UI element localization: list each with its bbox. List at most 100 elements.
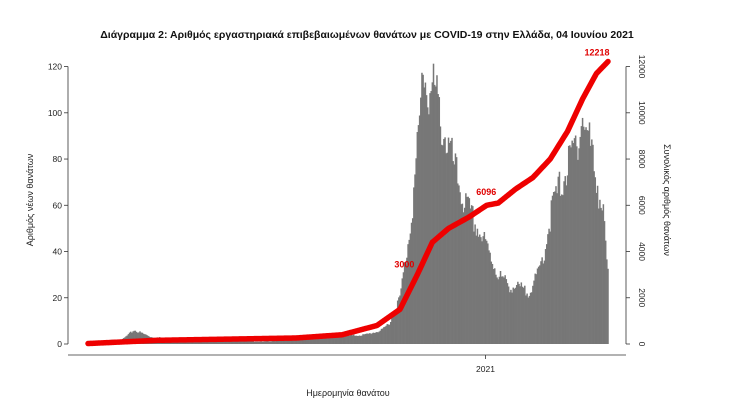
daily-bar bbox=[377, 332, 379, 344]
daily-bar bbox=[341, 336, 343, 344]
daily-bar bbox=[376, 332, 378, 344]
daily-bar bbox=[238, 341, 241, 344]
daily-bar bbox=[249, 341, 251, 344]
y2-tick-label: 10000 bbox=[637, 101, 647, 125]
daily-bar bbox=[133, 330, 135, 344]
daily-bar bbox=[500, 276, 503, 344]
daily-bar bbox=[395, 309, 398, 344]
daily-bar bbox=[206, 340, 208, 344]
daily-bar bbox=[273, 341, 275, 344]
daily-bar bbox=[262, 341, 265, 344]
daily-bar bbox=[220, 340, 222, 344]
daily-bar bbox=[462, 212, 465, 344]
daily-bar bbox=[362, 334, 364, 344]
daily-bar bbox=[527, 297, 530, 344]
daily-bar bbox=[373, 332, 376, 344]
daily-bar bbox=[461, 203, 464, 344]
daily-bar bbox=[295, 338, 297, 344]
daily-bar bbox=[401, 278, 404, 344]
daily-bar bbox=[438, 97, 441, 345]
daily-bar bbox=[416, 132, 419, 344]
daily-bar bbox=[607, 268, 609, 344]
daily-bar bbox=[312, 337, 315, 344]
daily-bar bbox=[298, 338, 301, 344]
daily-bar bbox=[473, 231, 475, 344]
daily-bar bbox=[579, 136, 582, 344]
daily-bar bbox=[365, 333, 368, 344]
daily-bar bbox=[306, 338, 309, 344]
daily-bar bbox=[533, 280, 535, 344]
y-axis-label: Αριθμός νέων θανάτων bbox=[25, 153, 35, 246]
daily-bar bbox=[277, 340, 280, 344]
daily-bar bbox=[528, 295, 531, 344]
left-y-axis: 0 20 40 60 80 100 120 bbox=[48, 62, 69, 349]
chart-title: Διάγραμμα 2: Αριθμός εργαστηριακά επιβεβ… bbox=[100, 29, 634, 41]
daily-bar bbox=[573, 138, 576, 344]
daily-bar bbox=[606, 259, 608, 344]
daily-bar bbox=[381, 328, 384, 344]
y2-tick-label: 8000 bbox=[637, 150, 647, 169]
daily-bar bbox=[339, 336, 341, 344]
daily-bar bbox=[490, 261, 493, 344]
daily-bar bbox=[418, 115, 421, 344]
daily-bar bbox=[379, 330, 382, 344]
daily-bar bbox=[270, 341, 273, 344]
daily-bar bbox=[432, 63, 435, 344]
daily-bar bbox=[347, 335, 349, 344]
daily-bar bbox=[221, 340, 223, 344]
daily-bar bbox=[541, 257, 543, 344]
daily-bar bbox=[436, 75, 438, 344]
daily-bar bbox=[269, 341, 272, 344]
daily-bar bbox=[522, 287, 525, 344]
daily-bar bbox=[328, 336, 331, 344]
daily-bar bbox=[353, 334, 355, 344]
daily-bar bbox=[260, 341, 263, 344]
daily-bars bbox=[87, 63, 609, 345]
daily-bar bbox=[485, 240, 488, 344]
daily-bar bbox=[244, 341, 246, 344]
daily-bar bbox=[580, 126, 583, 344]
daily-bar bbox=[451, 137, 453, 344]
y-tick-label: 80 bbox=[53, 154, 63, 164]
daily-bar bbox=[544, 249, 547, 344]
daily-bar bbox=[288, 340, 290, 344]
daily-bar bbox=[425, 95, 428, 345]
daily-bar bbox=[542, 263, 545, 344]
right-y-axis: 0 2000 4000 6000 8000 10000 12000 bbox=[625, 55, 647, 347]
daily-bar bbox=[472, 206, 474, 344]
daily-bar bbox=[492, 269, 495, 344]
daily-bar bbox=[582, 126, 585, 345]
daily-bar bbox=[470, 205, 473, 344]
daily-bar bbox=[450, 140, 452, 344]
daily-bar bbox=[567, 145, 570, 344]
daily-bar bbox=[546, 244, 548, 344]
daily-bar bbox=[453, 164, 456, 344]
daily-bar bbox=[282, 339, 285, 344]
daily-bar bbox=[591, 139, 593, 344]
daily-bar bbox=[303, 339, 305, 344]
daily-bar bbox=[309, 338, 311, 344]
daily-bar bbox=[239, 341, 242, 344]
daily-bar bbox=[487, 243, 489, 344]
y2-tick-label: 12000 bbox=[637, 55, 647, 79]
daily-bar bbox=[514, 287, 517, 344]
daily-bar bbox=[275, 340, 278, 344]
daily-bar bbox=[463, 207, 466, 344]
daily-bar bbox=[307, 339, 310, 344]
daily-bar bbox=[351, 335, 354, 344]
daily-bar bbox=[478, 234, 481, 344]
daily-bar bbox=[585, 127, 587, 344]
daily-bar bbox=[363, 334, 365, 344]
daily-bar bbox=[386, 324, 389, 344]
y-tick-label: 20 bbox=[53, 293, 63, 303]
daily-bar bbox=[302, 338, 304, 344]
daily-bar bbox=[537, 266, 540, 344]
daily-bar bbox=[255, 341, 258, 344]
daily-bar bbox=[332, 336, 334, 344]
daily-bar bbox=[316, 337, 318, 344]
daily-bar bbox=[601, 210, 603, 344]
daily-bar bbox=[350, 334, 353, 344]
daily-bar bbox=[216, 340, 219, 344]
daily-bar bbox=[566, 175, 569, 344]
